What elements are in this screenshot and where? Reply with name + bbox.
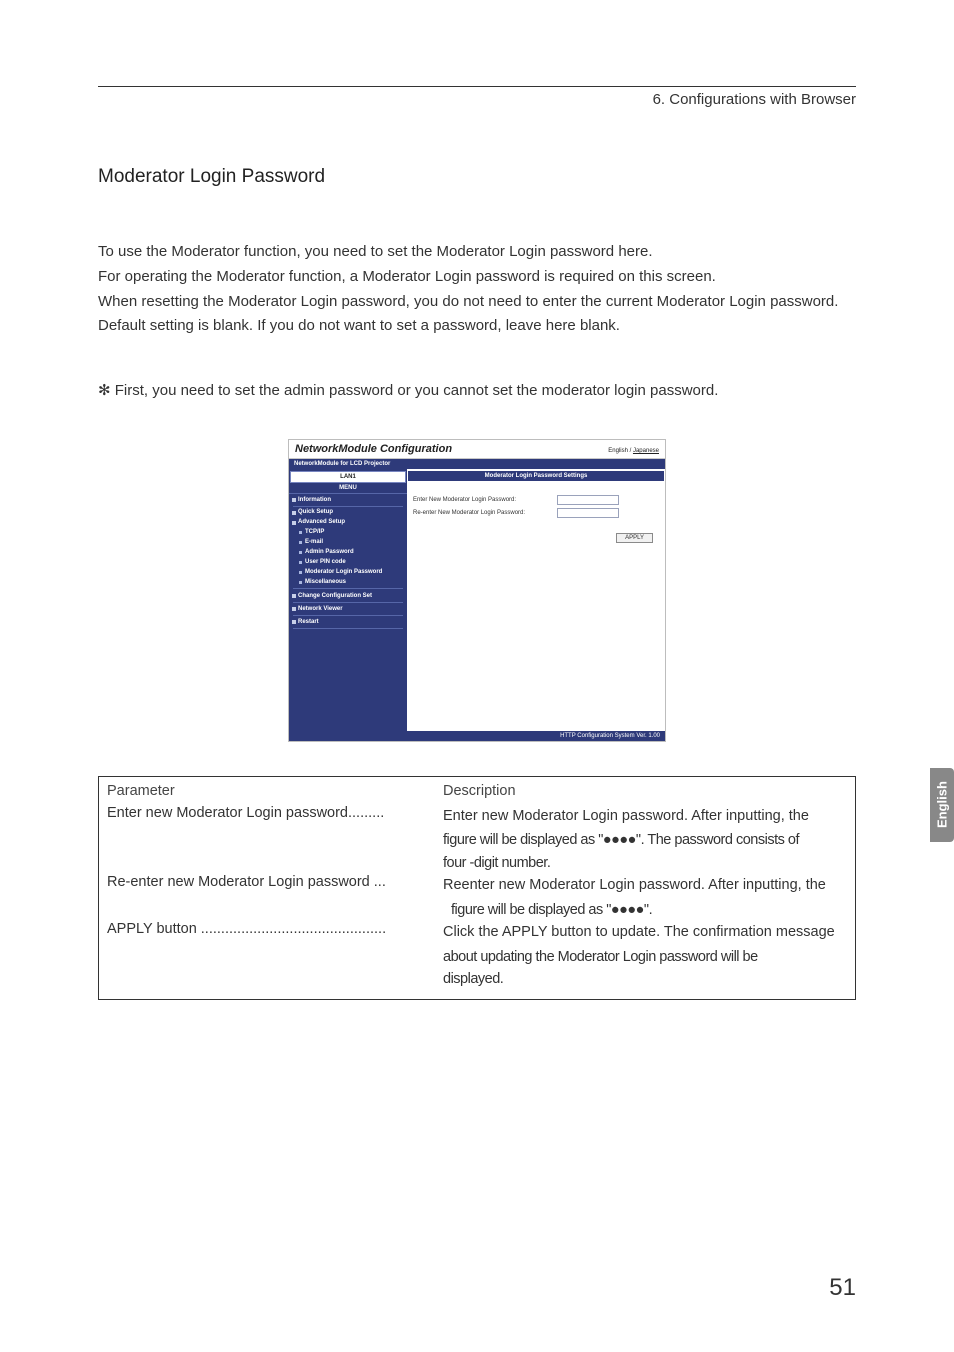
param-description-cont: about updating the Moderator Login passw…	[443, 946, 847, 968]
apply-button[interactable]: APPLY	[616, 533, 653, 543]
table-header: Parameter Description	[107, 783, 847, 799]
breadcrumb: 6. Configurations with Browser	[98, 91, 856, 108]
sidebar-item[interactable]: Quick Setup	[293, 507, 403, 517]
screenshot-title: NetworkModule Configuration	[295, 443, 452, 455]
screenshot-body: LAN1 MENU InformationQuick SetupAdvanced…	[289, 469, 665, 731]
screenshot-footer: HTTP Configuration System Ver. 1.00	[289, 731, 665, 741]
param-description-cont: four -digit number.	[443, 852, 847, 874]
sidebar-item[interactable]: Advanced Setup	[293, 517, 403, 527]
table-row: Enter new Moderator Login password......…	[107, 805, 847, 827]
language-side-tab: English	[930, 768, 954, 842]
enter-password-input[interactable]	[557, 495, 619, 505]
note-text: ✻ First, you need to set the admin passw…	[98, 379, 856, 403]
header-rule	[98, 86, 856, 87]
screenshot-content: Moderator Login Password Settings Enter …	[407, 469, 665, 731]
sidebar-item[interactable]: TCP/IP	[293, 527, 403, 537]
lang-active: English	[608, 448, 628, 454]
language-switch: English / Japanese	[608, 448, 659, 454]
sidebar-item[interactable]: Miscellaneous	[293, 577, 403, 589]
sidebar-item[interactable]: Restart	[293, 616, 403, 629]
table-row: Re-enter new Moderator Login password ..…	[107, 874, 847, 896]
config-screenshot: NetworkModule Configuration English / Ja…	[288, 439, 666, 742]
sidebar-item[interactable]: Network Viewer	[293, 603, 403, 616]
section-title: Moderator Login Password	[98, 166, 856, 188]
form-row-enter: Enter New Moderator Login Password:	[413, 495, 659, 505]
pane-header: Moderator Login Password Settings	[408, 471, 664, 481]
lan-tab[interactable]: LAN1	[290, 471, 406, 483]
enter-password-label: Enter New Moderator Login Password:	[413, 497, 557, 503]
param-description: Reenter new Moderator Login password. Af…	[443, 874, 847, 896]
parameter-table: Parameter Description Enter new Moderato…	[98, 776, 856, 1000]
param-label: APPLY button ...........................…	[107, 921, 443, 943]
reenter-password-label: Re-enter New Moderator Login Password:	[413, 510, 557, 516]
sidebar-item[interactable]: Change Configuration Set	[293, 590, 403, 603]
screenshot-sidebar: LAN1 MENU InformationQuick SetupAdvanced…	[289, 469, 407, 731]
apply-row: APPLY	[407, 526, 653, 544]
sidebar-item[interactable]: E-mail	[293, 537, 403, 547]
screenshot-subbar: NetworkModule for LCD Projector	[289, 459, 665, 469]
screenshot-titlebar: NetworkModule Configuration English / Ja…	[289, 440, 665, 459]
param-description-cont: figure will be displayed as "●●●●".	[451, 899, 847, 921]
col-description: Description	[443, 783, 516, 799]
col-parameter: Parameter	[107, 783, 443, 799]
param-label: Enter new Moderator Login password......…	[107, 805, 443, 827]
form-row-reenter: Re-enter New Moderator Login Password:	[413, 508, 659, 518]
page-number: 51	[829, 1274, 856, 1302]
table-row: APPLY button ...........................…	[107, 921, 847, 943]
param-label: Re-enter new Moderator Login password ..…	[107, 874, 443, 896]
sidebar-item[interactable]: User PIN code	[293, 557, 403, 567]
sidebar-menu: InformationQuick SetupAdvanced SetupTCP/…	[289, 494, 407, 629]
param-description-cont: displayed.	[443, 968, 847, 990]
sidebar-item[interactable]: Moderator Login Password	[293, 567, 403, 577]
body-paragraph: To use the Moderator function, you need …	[98, 240, 856, 339]
param-description: Enter new Moderator Login password. Afte…	[443, 805, 847, 827]
sidebar-item[interactable]: Information	[293, 494, 403, 507]
param-description: Click the APPLY button to update. The co…	[443, 921, 847, 943]
sidebar-item[interactable]: Admin Password	[293, 547, 403, 557]
lang-link-japanese[interactable]: Japanese	[633, 448, 659, 454]
param-description-cont: figure will be displayed as "●●●●". The …	[443, 829, 847, 851]
reenter-password-input[interactable]	[557, 508, 619, 518]
menu-header: MENU	[289, 483, 407, 494]
